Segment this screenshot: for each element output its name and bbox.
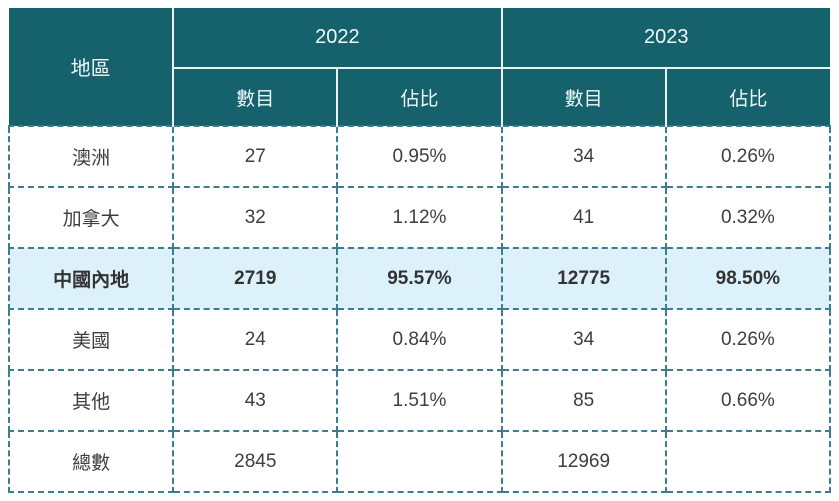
value-cell: 24 [172,308,339,371]
column-header-2023-share: 佔比 [665,68,830,127]
column-group-2022: 2022 [173,8,503,69]
value-cell: 2845 [172,430,339,493]
region-cell: 美國 [7,308,175,371]
column-header-region: 地區 [9,8,175,127]
value-cell: 0.84% [336,308,503,371]
region-cell: 加拿大 [7,186,175,249]
region-cell: 澳洲 [7,125,175,188]
value-cell: 27 [172,125,339,188]
value-cell: 98.50% [664,247,832,310]
column-header-2023-count: 數目 [501,68,667,127]
table-row-total: 總數 2845 12969 [7,430,832,493]
value-cell: 12775 [500,247,667,310]
table-row-canada: 加拿大 32 1.12% 41 0.32% [7,186,832,249]
header-sub-row: 數目 佔比 數目 佔比 [9,68,830,127]
value-cell: 34 [500,125,667,188]
value-cell: 85 [500,369,667,432]
table-row-mainland-china: 中國內地 2719 95.57% 12775 98.50% [7,247,832,310]
value-cell: 41 [500,186,667,249]
table-header: 地區 2022 2023 數目 佔比 數目 佔比 [9,8,830,127]
region-statistics-table: 地區 2022 2023 數目 佔比 數目 佔比 澳洲 27 0.95% 34 … [7,8,832,493]
value-cell: 0.26% [664,308,832,371]
value-cell [336,430,503,493]
value-cell: 2719 [172,247,339,310]
table-row-others: 其他 43 1.51% 85 0.66% [7,369,832,432]
column-group-2023: 2023 [501,8,830,69]
value-cell: 12969 [500,430,667,493]
value-cell [664,430,832,493]
table-row-australia: 澳洲 27 0.95% 34 0.26% [7,125,832,188]
value-cell: 0.66% [664,369,832,432]
value-cell: 0.32% [664,186,832,249]
value-cell: 0.95% [336,125,503,188]
region-cell: 其他 [7,369,175,432]
table-row-usa: 美國 24 0.84% 34 0.26% [7,308,832,371]
table-body: 澳洲 27 0.95% 34 0.26% 加拿大 32 1.12% 41 0.3… [7,125,832,493]
value-cell: 0.26% [664,125,832,188]
value-cell: 95.57% [336,247,503,310]
value-cell: 1.12% [336,186,503,249]
value-cell: 32 [172,186,339,249]
column-header-2022-share: 佔比 [337,68,503,127]
value-cell: 34 [500,308,667,371]
region-cell: 中國內地 [7,247,175,310]
value-cell: 1.51% [336,369,503,432]
region-cell: 總數 [7,430,175,493]
column-header-2022-count: 數目 [173,68,339,127]
header-year-row: 地區 2022 2023 [9,8,830,127]
value-cell: 43 [172,369,339,432]
